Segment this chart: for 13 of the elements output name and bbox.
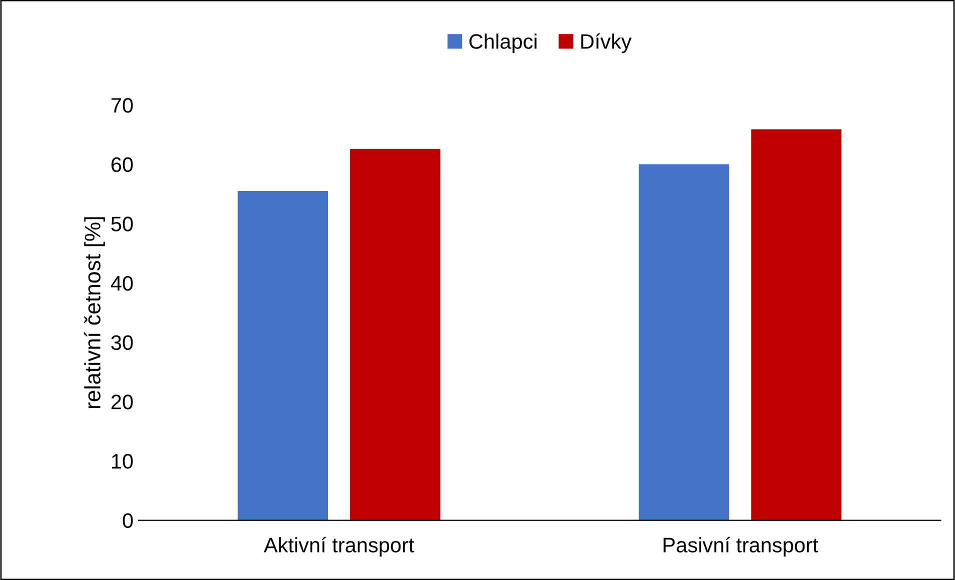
y-axis-title: relativní četnost [%] bbox=[84, 217, 105, 408]
legend-label: Chlapci bbox=[469, 34, 536, 54]
y-tick-label: 20 bbox=[111, 394, 133, 410]
y-tick-label: 60 bbox=[112, 157, 133, 172]
x-tick-label: Pasivní transport bbox=[664, 536, 818, 557]
y-tick-label: 10 bbox=[112, 454, 133, 469]
y-tick-label: 70 bbox=[112, 98, 133, 113]
y-tick-label: 40 bbox=[110, 276, 133, 291]
y-tick-label: 0 bbox=[122, 513, 133, 528]
y-tick-label: 30 bbox=[111, 335, 133, 350]
x-tick-label: Aktivní transport bbox=[264, 536, 414, 557]
legend-label: Dívky bbox=[581, 33, 632, 54]
y-tick-label: 50 bbox=[111, 216, 133, 232]
